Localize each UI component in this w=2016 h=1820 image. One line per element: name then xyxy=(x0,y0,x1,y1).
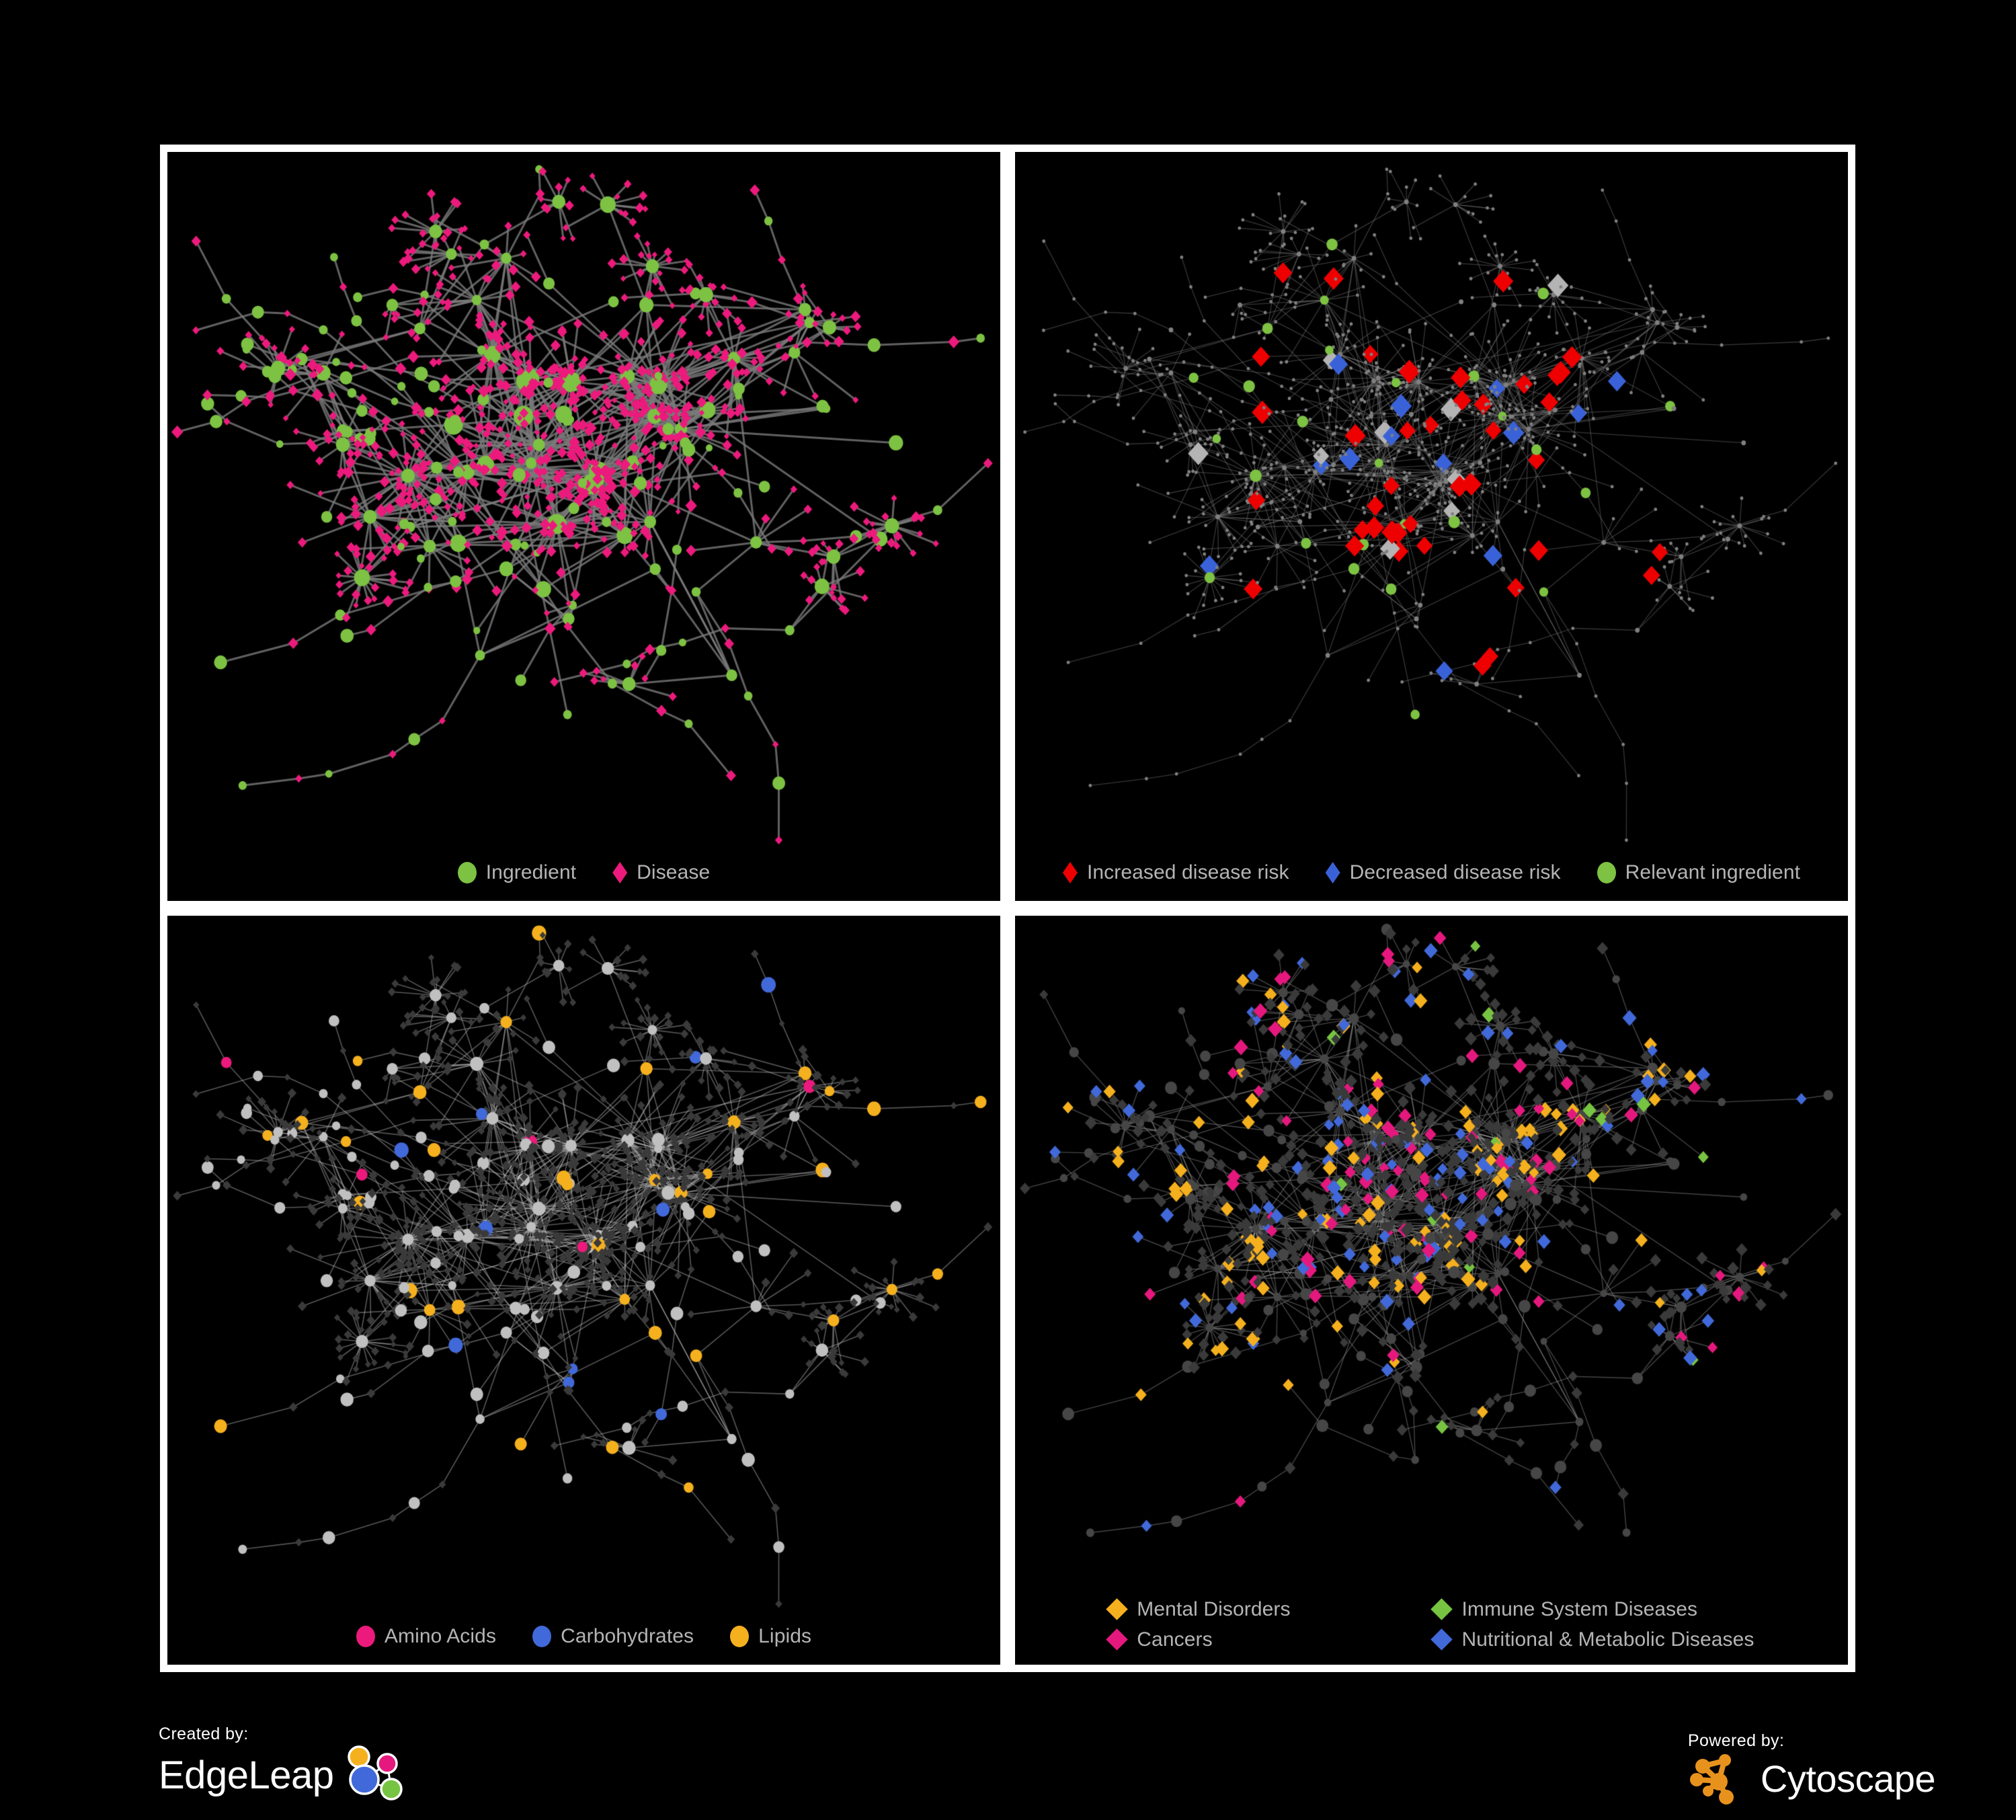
legend-item-relevant-ingredient[interactable]: Relevant ingredient xyxy=(1597,862,1800,883)
legend-item-carbohydrates[interactable]: Carbohydrates xyxy=(532,1626,694,1647)
legend-marker-amino-acids xyxy=(356,1626,375,1647)
legend-marker-lipids xyxy=(730,1626,750,1647)
legend-item-cancers[interactable]: Cancers xyxy=(1106,1628,1431,1651)
legend-marker-ingredient xyxy=(457,862,477,883)
legend-marker-disease xyxy=(612,862,628,883)
edgeleap-logo-row: EdgeLeap xyxy=(159,1745,417,1807)
legend-ingredient-disease: Ingredient Disease xyxy=(167,862,1000,883)
panel-ingredient-disease[interactable]: Ingredient Disease xyxy=(167,152,1000,901)
legend-label-nutritional-metabolic-diseases: Nutritional & Metabolic Diseases xyxy=(1461,1628,1755,1651)
legend-item-nutritional-metabolic-diseases[interactable]: Nutritional & Metabolic Diseases xyxy=(1430,1628,1756,1651)
legend-marker-decreased-risk xyxy=(1325,862,1340,883)
legend-label-relevant-ingredient: Relevant ingredient xyxy=(1625,861,1801,883)
legend-marker-increased-risk xyxy=(1062,862,1078,883)
panel-disease-classes[interactable]: Mental Disorders Immune System Diseases … xyxy=(1015,916,1848,1665)
legend-item-increased-risk[interactable]: Increased disease risk xyxy=(1062,861,1289,883)
legend-label-immune-system-diseases: Immune System Diseases xyxy=(1461,1597,1698,1620)
legend-item-ingredient[interactable]: Ingredient xyxy=(457,861,577,883)
panel-grid: Ingredient Disease Increased disease ris… xyxy=(160,145,1855,1672)
network-canvas-disease-classes[interactable] xyxy=(1015,916,1848,1665)
legend-marker-mental-disorders xyxy=(1106,1598,1129,1620)
panel-disease-risk[interactable]: Increased disease risk Decreased disease… xyxy=(1015,152,1848,901)
cytoscape-brand: Powered by: xyxy=(1687,1731,1936,1807)
legend-item-disease[interactable]: Disease xyxy=(612,862,710,883)
legend-label-increased-risk: Increased disease risk xyxy=(1086,861,1289,883)
legend-item-mental-disorders[interactable]: Mental Disorders xyxy=(1106,1597,1431,1620)
legend-item-amino-acids[interactable]: Amino Acids xyxy=(356,1626,496,1647)
legend-item-decreased-risk[interactable]: Decreased disease risk xyxy=(1325,861,1561,883)
legend-label-amino-acids: Amino Acids xyxy=(384,1625,497,1647)
legend-marker-carbohydrates xyxy=(532,1626,552,1647)
legend-label-cancers: Cancers xyxy=(1137,1628,1213,1651)
legend-label-carbohydrates: Carbohydrates xyxy=(561,1625,694,1647)
legend-label-mental-disorders: Mental Disorders xyxy=(1137,1597,1291,1620)
network-canvas-disease-risk[interactable] xyxy=(1015,152,1848,901)
legend-label-lipids: Lipids xyxy=(758,1625,812,1647)
cytoscape-wordmark: Cytoscape xyxy=(1760,1757,1936,1800)
legend-disease-risk: Increased disease risk Decreased disease… xyxy=(1015,862,1848,883)
legend-item-immune-system-diseases[interactable]: Immune System Diseases xyxy=(1430,1597,1756,1620)
legend-marker-cancers xyxy=(1106,1628,1129,1651)
legend-label-disease: Disease xyxy=(637,861,711,883)
network-canvas-ingredient-disease[interactable] xyxy=(167,152,1000,901)
network-canvas-ingredient-classes[interactable] xyxy=(167,916,1000,1665)
edgeleap-wordmark: EdgeLeap xyxy=(159,1753,334,1797)
panel-ingredient-classes[interactable]: Amino Acids Carbohydrates Lipids xyxy=(167,916,1000,1665)
legend-ingredient-classes: Amino Acids Carbohydrates Lipids xyxy=(167,1626,1000,1647)
cytoscape-logo-row: Cytoscape xyxy=(1688,1751,1936,1807)
legend-item-lipids[interactable]: Lipids xyxy=(730,1626,811,1647)
cytoscape-graph-icon xyxy=(1689,1754,1734,1805)
footer-created-by: Created by: EdgeLeap xyxy=(159,1725,417,1807)
legend-marker-nutritional-metabolic-diseases xyxy=(1430,1628,1453,1651)
legend-marker-immune-system-diseases xyxy=(1430,1598,1453,1620)
legend-label-ingredient: Ingredient xyxy=(485,861,577,883)
created-by-kicker: Created by: xyxy=(159,1724,249,1743)
legend-label-decreased-risk: Decreased disease risk xyxy=(1349,861,1561,883)
edgeleap-brand: Created by: EdgeLeap xyxy=(159,1725,417,1807)
legend-disease-classes: Mental Disorders Immune System Diseases … xyxy=(1106,1597,1756,1651)
edgeleap-graph-icon xyxy=(348,1745,403,1801)
powered-by-kicker: Powered by: xyxy=(1687,1731,1785,1750)
legend-marker-relevant-ingredient xyxy=(1597,862,1616,883)
footer-powered-by: Powered by: xyxy=(1687,1731,1936,1807)
